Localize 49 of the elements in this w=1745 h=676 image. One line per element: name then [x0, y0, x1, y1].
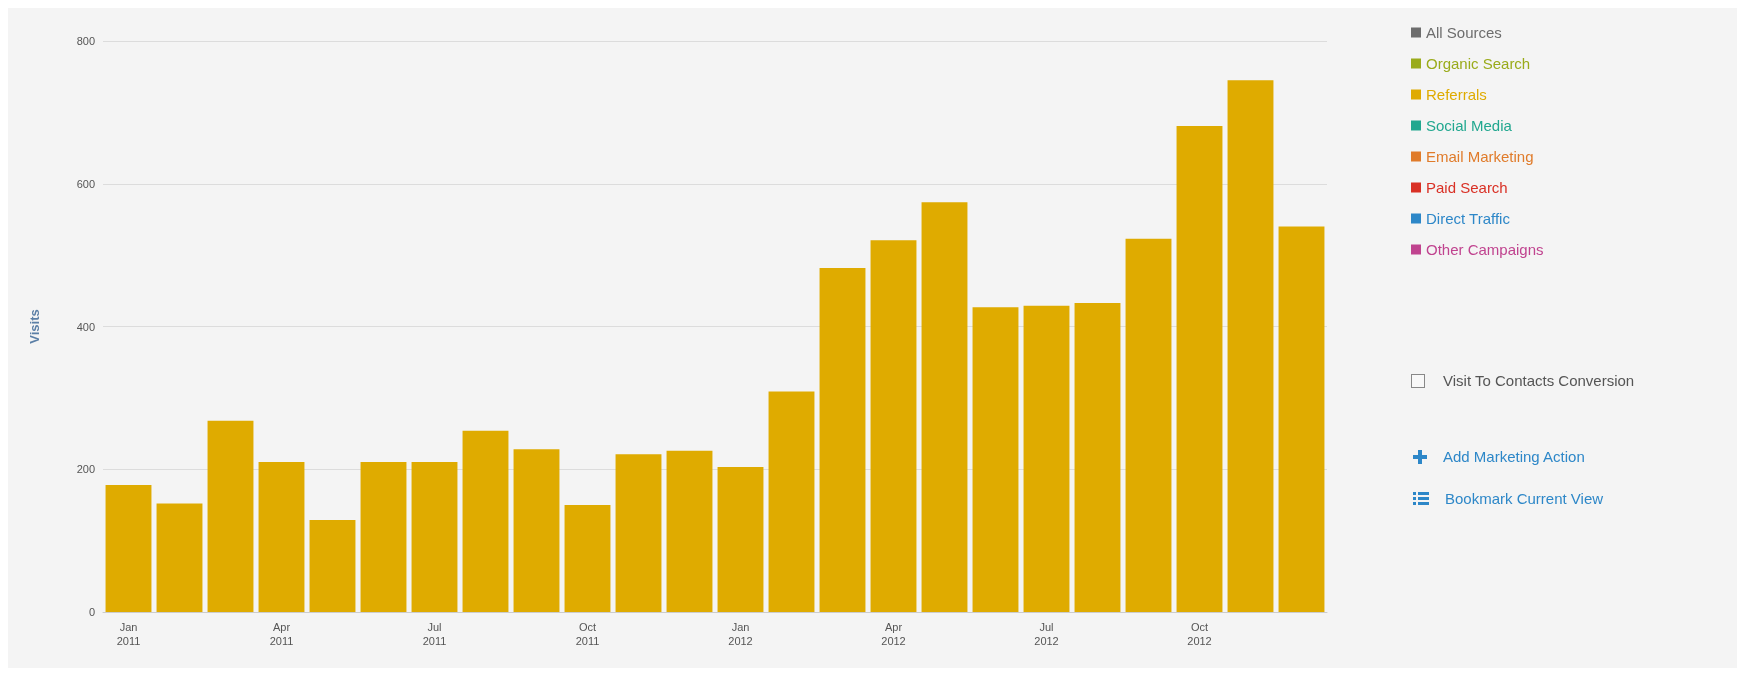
bar: [615, 454, 662, 612]
bar: [309, 519, 356, 612]
bar: [972, 307, 1019, 612]
bar: [1278, 226, 1325, 612]
bar: [1227, 80, 1274, 612]
bar: [717, 467, 764, 612]
legend-label: Paid Search: [1426, 179, 1508, 196]
x-tick-label: Jul 2011: [422, 621, 447, 647]
bar: [1074, 302, 1121, 612]
x-tick-label: Oct 2011: [575, 621, 600, 647]
bar: [819, 267, 866, 612]
bar: [360, 462, 407, 612]
bar: [1176, 125, 1223, 612]
y-axis-title: Visits: [27, 309, 42, 344]
x-tick-label: Apr 2012: [881, 621, 906, 647]
bar: [870, 240, 917, 612]
bar: [666, 450, 713, 612]
legend-label: Organic Search: [1426, 55, 1531, 72]
text: Add Marketing Action: [1443, 448, 1585, 465]
bar: [411, 462, 458, 612]
legend-label: Email Marketing: [1426, 148, 1534, 165]
y-tick-label: 400: [76, 320, 95, 333]
x-tick-label: Oct 2012: [1187, 621, 1212, 647]
x-tick-label: Jan 2012: [728, 621, 753, 647]
bar: [513, 449, 560, 612]
bar: [768, 391, 815, 612]
x-tick-label: Jan 2011: [116, 621, 141, 647]
bar: [1023, 305, 1070, 612]
bar: [462, 430, 509, 612]
y-tick-label: 0: [88, 606, 95, 618]
legend-label: Direct Traffic: [1426, 210, 1511, 227]
legend-label: All Sources: [1426, 24, 1502, 41]
bar: [207, 420, 254, 612]
x-tick-label: Apr 2011: [269, 621, 294, 647]
x-tick-label: Jul 2012: [1034, 621, 1059, 647]
y-tick-label: 200: [76, 463, 95, 476]
legend-label: Other Campaigns: [1426, 241, 1544, 258]
bar: [105, 484, 152, 612]
y-tick-label: 600: [76, 177, 95, 190]
legend-label: Social Media: [1426, 117, 1513, 134]
bar: [921, 202, 968, 612]
bar: [156, 503, 203, 612]
text: Bookmark Current View: [1445, 490, 1604, 507]
text: Visit To Contacts Conversion: [1443, 372, 1635, 389]
y-tick-label: 800: [76, 35, 95, 47]
legend-label: Referrals: [1426, 86, 1487, 103]
bar: [1125, 238, 1172, 612]
bar: [564, 504, 611, 612]
bar: [258, 462, 305, 612]
